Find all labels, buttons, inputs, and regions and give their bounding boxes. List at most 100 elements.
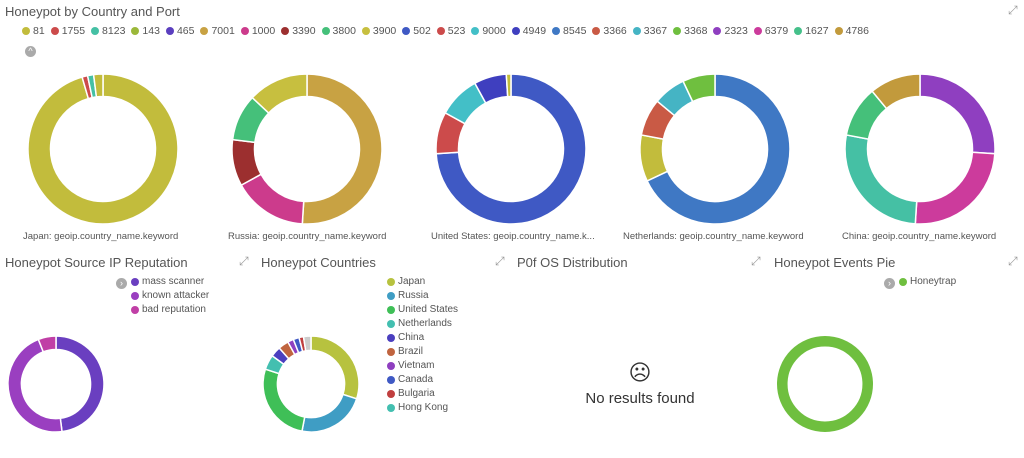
legend-item[interactable]: Japan <box>387 276 458 287</box>
donut-slice[interactable] <box>7 338 63 433</box>
donut-slice[interactable] <box>776 335 874 433</box>
donut-china[interactable] <box>844 73 996 225</box>
legend-label: 502 <box>413 25 431 37</box>
donut-slice[interactable] <box>639 134 669 182</box>
donut-slice[interactable] <box>27 73 179 225</box>
legend-item[interactable]: 465 <box>165 25 194 37</box>
donut-slice[interactable] <box>310 335 360 400</box>
legend-toggle-icon[interactable]: › <box>116 278 127 289</box>
legend-item[interactable]: 3390 <box>281 25 316 37</box>
legend-item[interactable]: 3367 <box>632 25 668 37</box>
expand-icon[interactable]: ⤢ <box>239 254 249 268</box>
legend-dot-icon <box>165 27 174 35</box>
p0f-title: P0f OS Distribution <box>517 255 628 270</box>
legend-item[interactable]: 143 <box>131 25 160 37</box>
donut-slice[interactable] <box>302 335 312 352</box>
legend-item[interactable]: 7001 <box>200 25 235 37</box>
expand-icon[interactable]: ⤢ <box>1008 254 1018 268</box>
legend-item[interactable]: Brazil <box>387 346 458 357</box>
events-donut[interactable] <box>776 335 874 433</box>
legend-item[interactable]: 81 <box>22 25 45 37</box>
legend-label: 3390 <box>292 25 316 37</box>
legend-label: 3367 <box>643 25 668 37</box>
legend-item[interactable]: bad reputation <box>131 304 209 315</box>
legend-item[interactable]: Honeytrap <box>899 276 956 287</box>
legend-item[interactable]: 3366 <box>592 25 627 37</box>
legend-item[interactable]: 2323 <box>713 25 748 37</box>
donut-slice[interactable] <box>301 73 383 225</box>
legend-dot-icon <box>552 27 561 35</box>
legend-item[interactable]: 4949 <box>511 25 546 37</box>
donut-netherlands[interactable] <box>639 73 791 225</box>
donut-slice[interactable] <box>646 73 791 225</box>
donut-slice[interactable] <box>919 73 996 155</box>
sad-face-icon: ☹ <box>628 360 652 385</box>
legend-item[interactable]: 3800 <box>321 25 356 37</box>
no-results-text: No results found <box>585 390 695 407</box>
legend-item[interactable]: 9000 <box>471 25 506 37</box>
legend-label: known attacker <box>142 290 210 301</box>
donut-slice[interactable] <box>871 73 921 110</box>
donut-slice[interactable] <box>251 73 308 115</box>
donut-slice[interactable] <box>262 368 306 433</box>
expand-icon[interactable]: ⤢ <box>495 254 505 268</box>
donut-label-united-states: United States: geoip.country_name.k... <box>431 231 595 242</box>
legend-dot-icon <box>753 27 762 35</box>
legend-item[interactable]: Netherlands <box>387 318 458 329</box>
legend-dot-icon <box>240 27 249 35</box>
legend-item[interactable]: known attacker <box>131 290 209 301</box>
legend-dot-icon <box>387 277 395 286</box>
legend-dot-icon <box>713 27 722 35</box>
legend-item[interactable]: Russia <box>387 290 458 301</box>
legend-item[interactable]: 1627 <box>794 25 829 37</box>
expand-icon[interactable]: ⤢ <box>1008 3 1018 17</box>
donut-slice[interactable] <box>55 335 105 433</box>
donut-slice[interactable] <box>505 73 512 98</box>
donut-slice[interactable] <box>92 73 104 98</box>
donut-russia[interactable] <box>231 73 383 225</box>
legend-item[interactable]: 3900 <box>361 25 396 37</box>
donut-slice[interactable] <box>682 73 716 103</box>
donut-slice[interactable] <box>844 134 918 225</box>
legend-dot-icon <box>387 319 395 328</box>
legend-item[interactable]: 8545 <box>552 25 586 37</box>
legend-label: 1755 <box>61 25 86 37</box>
legend-item[interactable]: 1755 <box>50 25 86 37</box>
legend-item[interactable]: Canada <box>387 374 458 385</box>
legend-dot-icon <box>471 27 480 35</box>
legend-label: Vietnam <box>398 360 435 371</box>
legend-label: 7001 <box>211 25 235 37</box>
donut-slice[interactable] <box>435 73 587 225</box>
legend-toggle-icon[interactable]: › <box>884 278 895 289</box>
donut-united-states[interactable] <box>435 73 587 225</box>
donut-slice[interactable] <box>914 151 996 225</box>
legend-item[interactable]: Vietnam <box>387 360 458 371</box>
donut-slice[interactable] <box>240 173 305 225</box>
legend-item[interactable]: 502 <box>402 25 431 37</box>
legend-label: 4786 <box>845 25 869 37</box>
legend-item[interactable]: United States <box>387 304 458 315</box>
legend-item[interactable]: Hong Kong <box>387 402 458 413</box>
donut-slice[interactable] <box>301 393 358 433</box>
expand-icon[interactable]: ⤢ <box>751 254 761 268</box>
donut-slice[interactable] <box>37 335 57 353</box>
legend-item[interactable]: 1000 <box>240 25 275 37</box>
legend-item[interactable]: 3368 <box>673 25 707 37</box>
donut-japan[interactable] <box>27 73 179 225</box>
legend-label: Brazil <box>398 346 424 357</box>
legend-item[interactable]: China <box>387 332 458 343</box>
legend-item[interactable]: Bulgaria <box>387 388 458 399</box>
countries-donut[interactable] <box>262 335 360 433</box>
legend-dot-icon <box>387 291 395 300</box>
legend-dot-icon <box>387 305 395 314</box>
legend-item[interactable]: mass scanner <box>131 276 209 287</box>
legend-item[interactable]: 523 <box>436 25 465 37</box>
reputation-donut[interactable] <box>7 335 105 433</box>
legend-item[interactable]: 6379 <box>753 25 788 37</box>
legend-collapse-icon[interactable]: ^ <box>25 46 36 57</box>
legend-item[interactable]: 8123 <box>91 25 125 37</box>
legend-item[interactable]: 4786 <box>834 25 869 37</box>
legend-label: 8123 <box>102 25 126 37</box>
legend-dot-icon <box>387 403 395 412</box>
events-legend: Honeytrap <box>899 276 962 290</box>
